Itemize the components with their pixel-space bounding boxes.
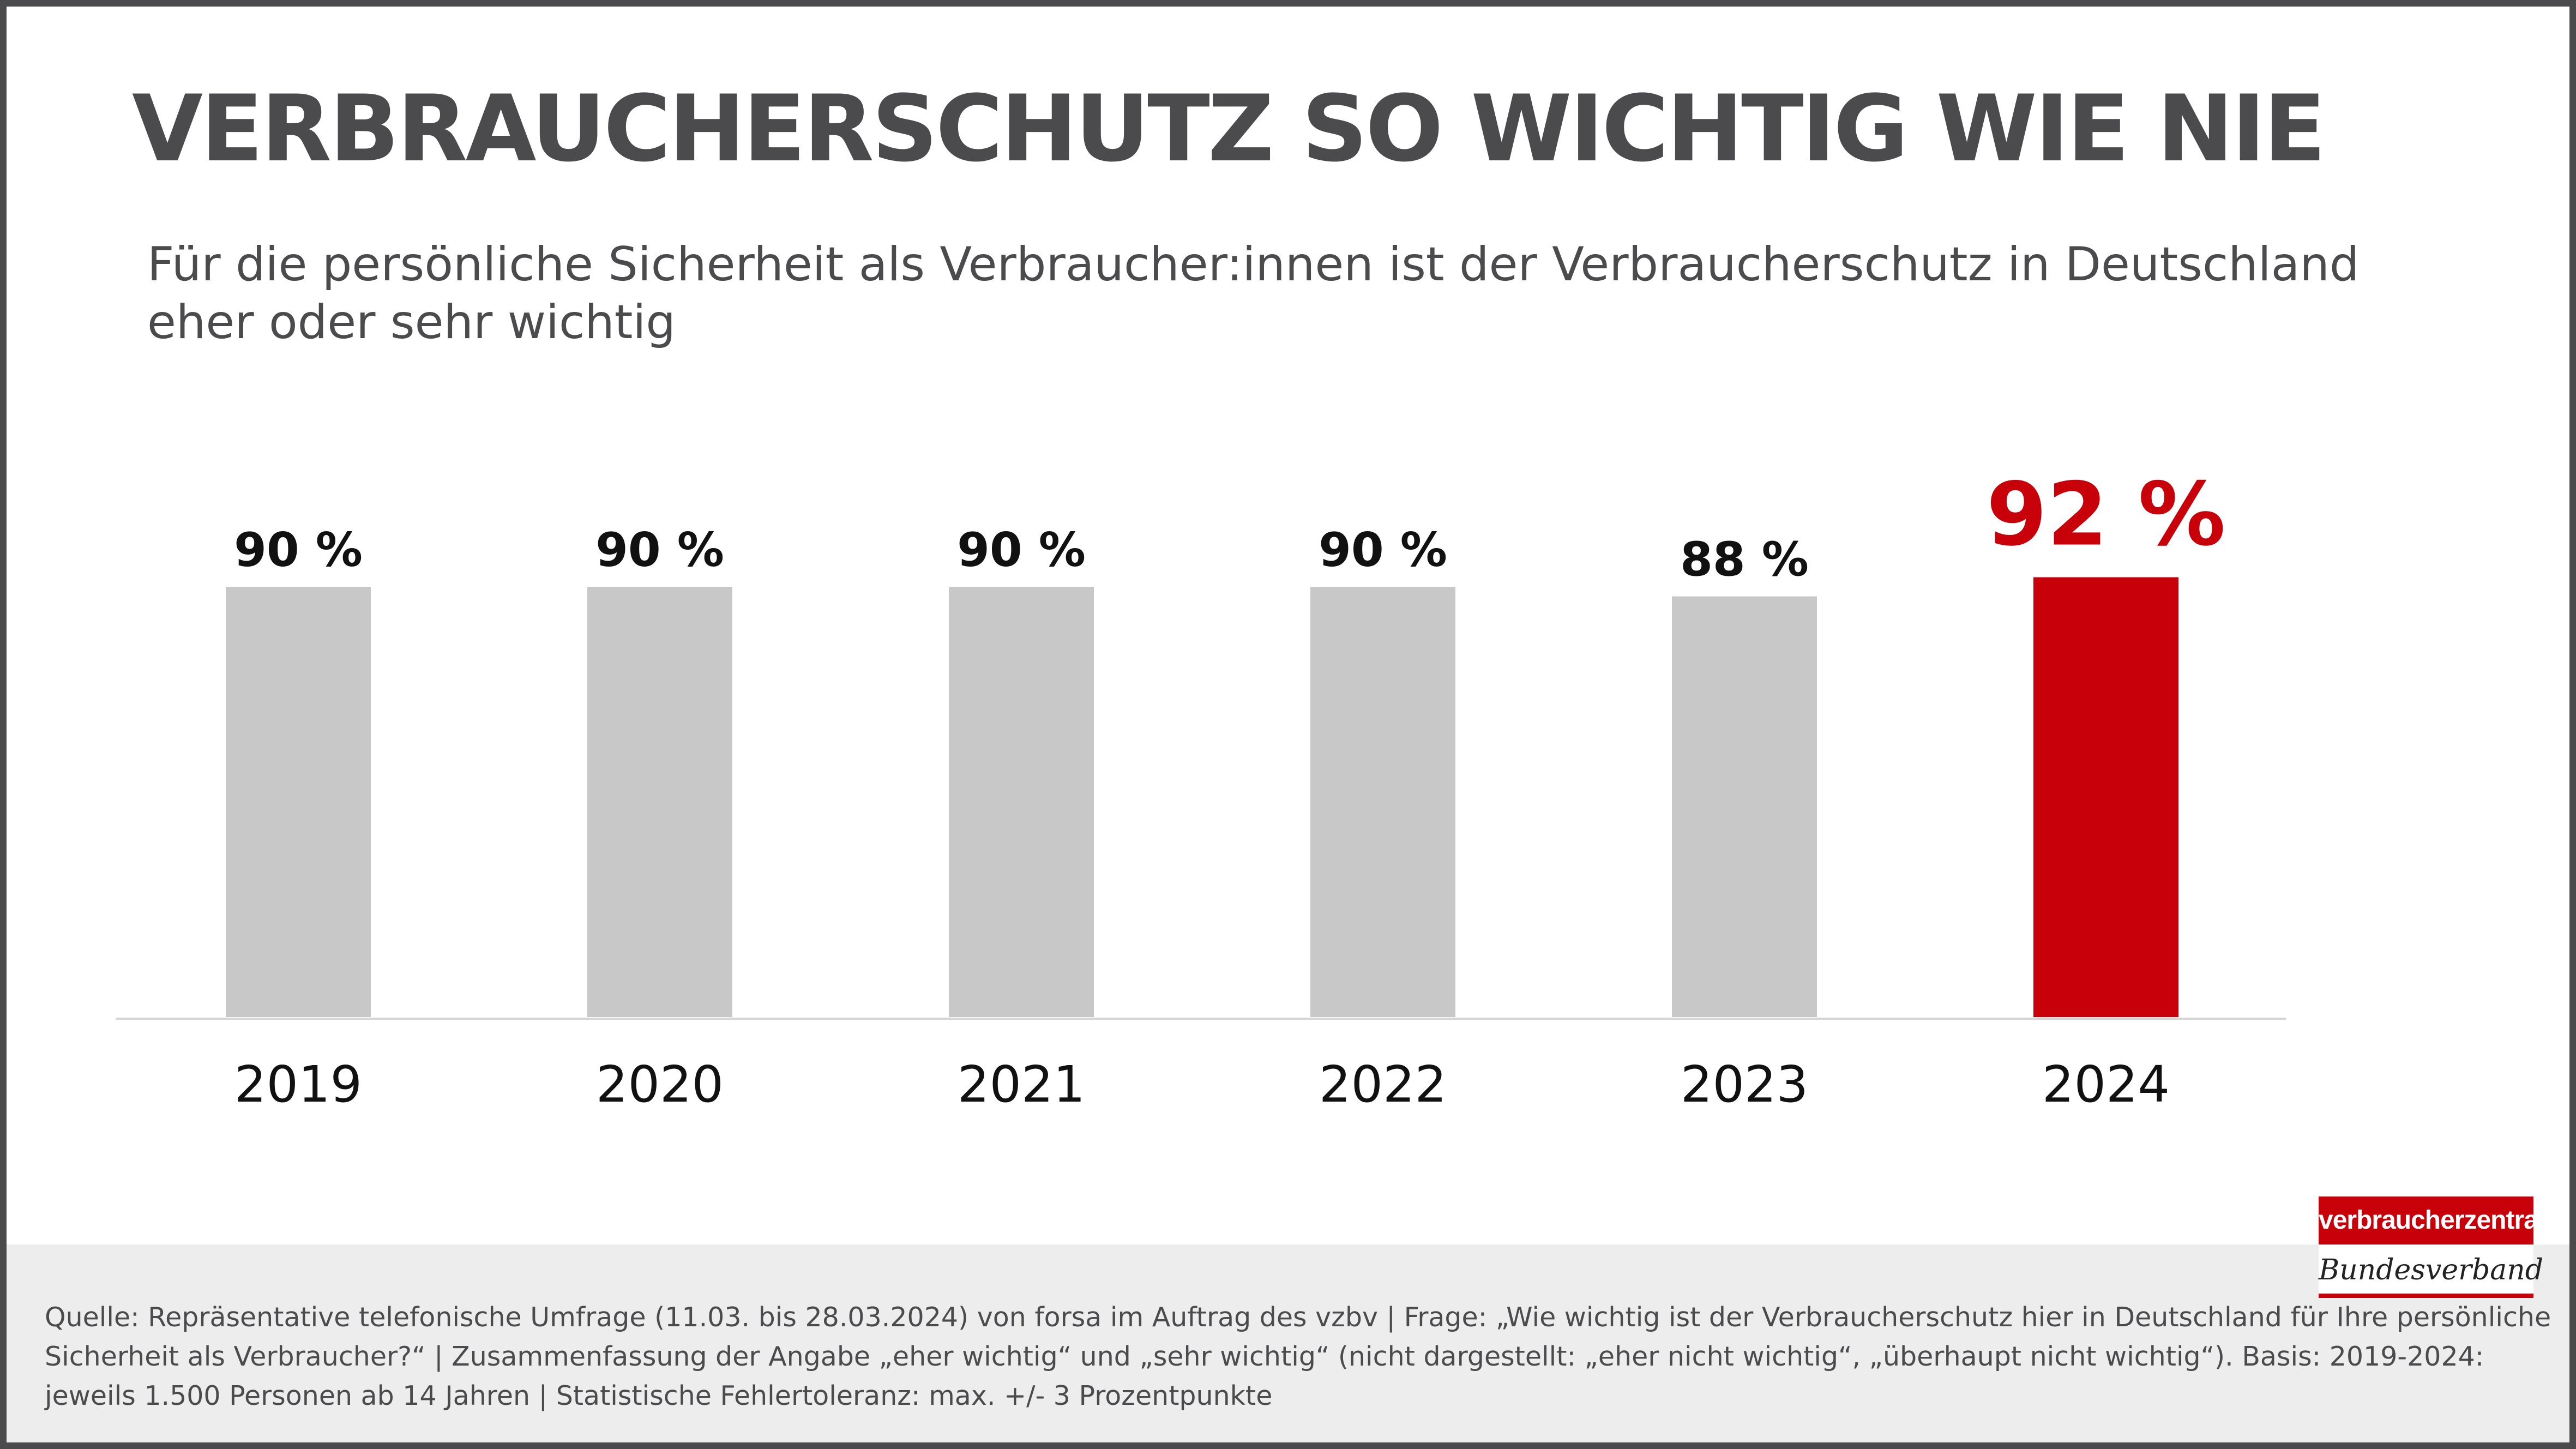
bar-2019 <box>226 587 371 1017</box>
page-subtitle: Für die persönliche Sicherheit als Verbr… <box>147 237 2360 350</box>
value-label-2024: 92 % <box>1987 463 2226 565</box>
logo-underline <box>2319 1294 2533 1298</box>
bar-2024 <box>2033 577 2178 1017</box>
bar-2022 <box>1310 587 1455 1017</box>
value-label-2019: 90 % <box>234 523 363 578</box>
category-label-2023: 2023 <box>1681 1055 1808 1114</box>
bar-chart: 90 % 2019 90 % 2020 90 % 2021 90 % 2022 88 % 2023… <box>116 463 2286 1114</box>
value-label-2022: 90 % <box>1319 523 1447 578</box>
source-footer <box>7 1244 2569 1442</box>
value-label-2021: 90 % <box>957 523 1086 578</box>
vzbv-logo: verbraucherzentrale Bundesverband <box>2319 1197 2559 1298</box>
logo-wordmark: verbraucherzentrale <box>2319 1197 2559 1244</box>
page-title: VERBRAUCHERSCHUTZ SO WICHTIG WIE NIE <box>132 75 2326 182</box>
category-label-2019: 2019 <box>234 1055 362 1114</box>
value-label-2020: 90 % <box>595 523 724 578</box>
category-label-2022: 2022 <box>1319 1055 1447 1114</box>
bar-2023 <box>1672 596 1817 1017</box>
bar-2020 <box>587 587 732 1017</box>
value-label-2023: 88 % <box>1680 533 1809 587</box>
logo-subline: Bundesverband <box>2319 1254 2544 1286</box>
labels-layer: 90 % 2019 90 % 2020 90 % 2021 90 % 2022 88 % 2023… <box>234 463 2225 1114</box>
bars-layer <box>226 577 2178 1017</box>
category-label-2021: 2021 <box>958 1055 1085 1114</box>
source-note: Quelle: Repräsentative telefonische Umfr… <box>45 1302 2551 1411</box>
bar-2021 <box>949 587 1094 1017</box>
category-label-2020: 2020 <box>596 1055 724 1114</box>
category-label-2024: 2024 <box>2042 1055 2170 1114</box>
